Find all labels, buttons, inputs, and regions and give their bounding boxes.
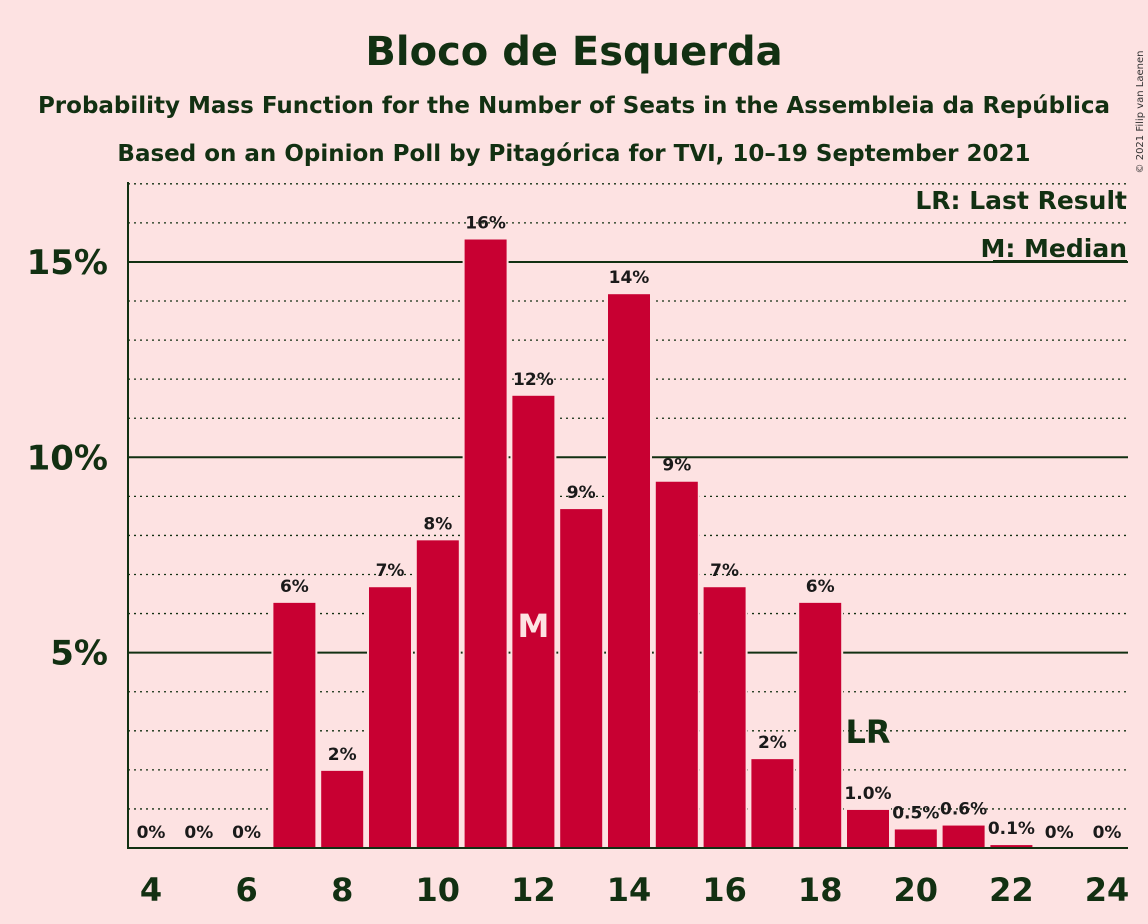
- bar-value-label: 7%: [376, 561, 405, 581]
- legend-median: M: Median: [980, 234, 1127, 263]
- bar: [797, 600, 844, 850]
- bar: [653, 479, 700, 849]
- chart-title: Bloco de Esquerda: [365, 29, 782, 75]
- bar: [892, 827, 939, 850]
- y-axis-ticks: 5% 10% 15%: [27, 243, 108, 674]
- bar-value-label: 1.0%: [844, 784, 891, 804]
- x-tick-label: 22: [989, 871, 1034, 909]
- y-tick-label: 10%: [27, 438, 108, 478]
- x-tick-label: 20: [894, 871, 939, 909]
- bar: [749, 757, 796, 849]
- bar: [701, 585, 748, 850]
- bar: [319, 768, 366, 849]
- bar: [367, 585, 413, 850]
- x-tick-label: 16: [702, 871, 747, 909]
- x-tick-label: 6: [235, 871, 257, 909]
- bar: [606, 292, 652, 849]
- bar: [845, 807, 891, 849]
- bar-value-label: 2%: [328, 745, 357, 765]
- bar-value-label: 0%: [1045, 823, 1074, 843]
- bar-value-label: 6%: [806, 577, 835, 597]
- bar-value-label: 14%: [609, 268, 650, 288]
- x-axis-ticks: 4 6 8 10 12 14 16 18 20 22 24: [140, 871, 1129, 909]
- bar-labels: 0% 0% 0% 6% 2% 7% 8% 16% 12% 9% 14% 9% 7% 2% 6% 1.0%0.5…: [137, 214, 1122, 843]
- bar-value-label: 8%: [423, 514, 452, 534]
- axes: [127, 182, 1128, 849]
- x-tick-label: 12: [511, 871, 556, 909]
- bar-value-label: 12%: [513, 370, 554, 390]
- bars: [271, 237, 1035, 850]
- y-tick-label: 15%: [27, 243, 108, 283]
- bar: [271, 600, 318, 850]
- x-tick-label: 4: [140, 871, 162, 909]
- bar: [462, 237, 509, 849]
- bar: [414, 538, 461, 849]
- chart-subtitle: Probability Mass Function for the Number…: [38, 93, 1110, 119]
- bar-value-label: 0%: [184, 823, 213, 843]
- x-tick-label: 8: [331, 871, 353, 909]
- bar: [558, 507, 605, 849]
- copyright-notice: © 2021 Filip van Laenen: [1135, 51, 1146, 174]
- bar-value-label: 0.6%: [940, 800, 987, 820]
- bar-value-label: 16%: [465, 214, 506, 234]
- bar-value-label: 6%: [280, 577, 309, 597]
- chart-subtitle-poll: Based on an Opinion Poll by Pitagórica f…: [117, 141, 1030, 167]
- bar-value-label: 9%: [567, 483, 596, 503]
- x-tick-label: 18: [798, 871, 843, 909]
- bar: [940, 823, 987, 849]
- bar-value-label: 0%: [137, 823, 166, 843]
- bar-value-label: 7%: [710, 561, 739, 581]
- bar-value-label: 0.5%: [892, 803, 939, 823]
- x-tick-label: 24: [1085, 871, 1130, 909]
- last-result-marker: LR: [845, 713, 890, 751]
- y-tick-label: 5%: [50, 634, 108, 674]
- x-tick-label: 10: [416, 871, 461, 909]
- markers: M LR: [517, 607, 890, 751]
- bar-value-label: 2%: [758, 733, 787, 753]
- bar-value-label: 0.1%: [988, 819, 1035, 839]
- bar-value-label: 9%: [662, 456, 691, 476]
- median-marker: M: [517, 607, 549, 645]
- x-tick-label: 14: [607, 871, 652, 909]
- bar-value-label: 0%: [232, 823, 261, 843]
- legend-last-result: LR: Last Result: [915, 186, 1127, 215]
- bar-value-label: 0%: [1093, 823, 1122, 843]
- bar: [510, 393, 557, 849]
